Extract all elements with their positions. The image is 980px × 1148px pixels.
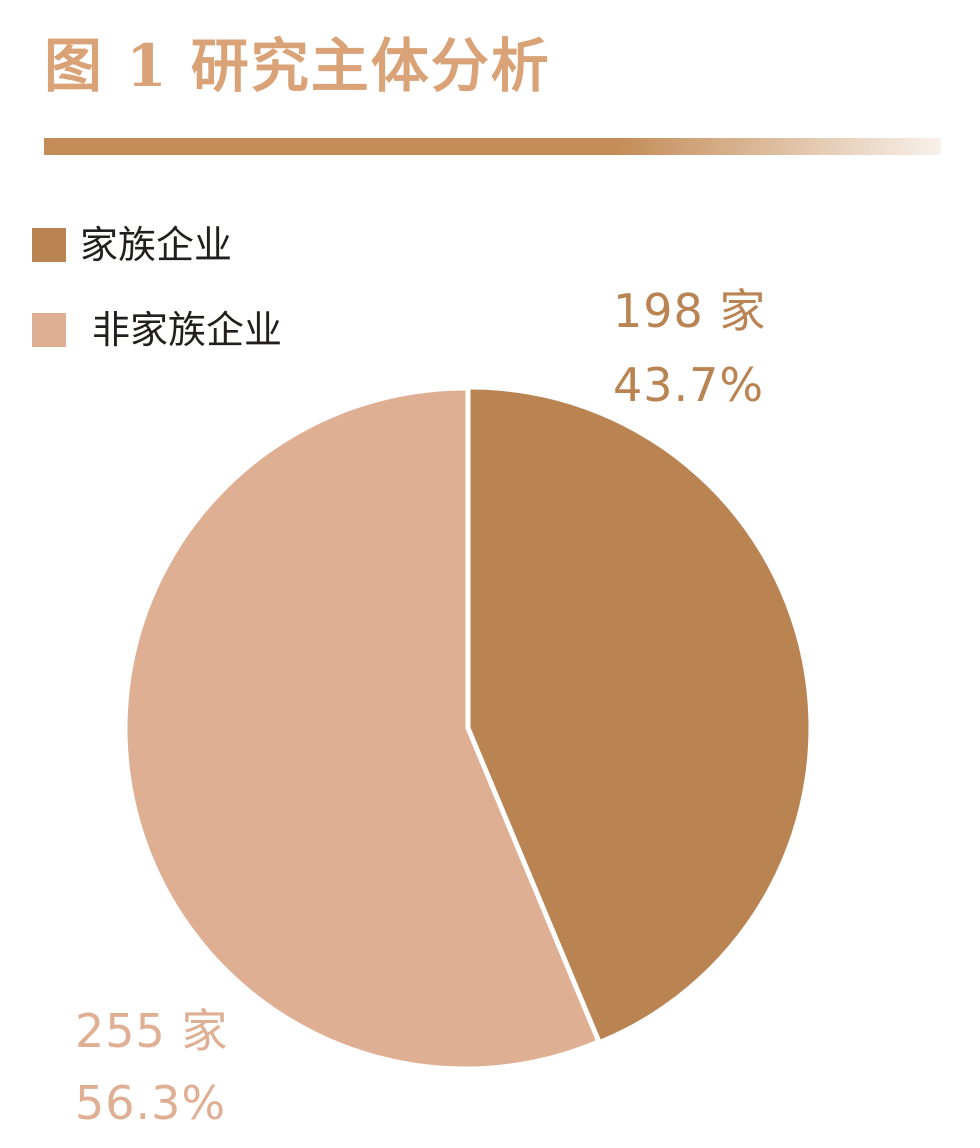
pie-slice-non-family xyxy=(127,390,596,1067)
data-label-family-count: 198 家 xyxy=(613,284,767,338)
legend-item-family: 家族企业 xyxy=(32,225,232,265)
legend-label-family: 家族企业 xyxy=(80,223,233,267)
data-label-family-percent: 43.7% xyxy=(613,358,765,412)
data-label-non-family-percent: 56.3% xyxy=(75,1076,227,1130)
pie-slice-family xyxy=(470,389,809,1040)
legend-item-non-family: 非家族企业 xyxy=(32,310,282,350)
figure-title: 图 1 研究主体分析 xyxy=(44,32,551,100)
legend-swatch-family xyxy=(32,228,66,262)
data-label-non-family-count: 255 家 xyxy=(75,1004,229,1058)
legend-label-non-family: 非家族企业 xyxy=(92,308,283,352)
legend-swatch-non-family xyxy=(32,313,66,347)
title-divider xyxy=(44,138,941,155)
